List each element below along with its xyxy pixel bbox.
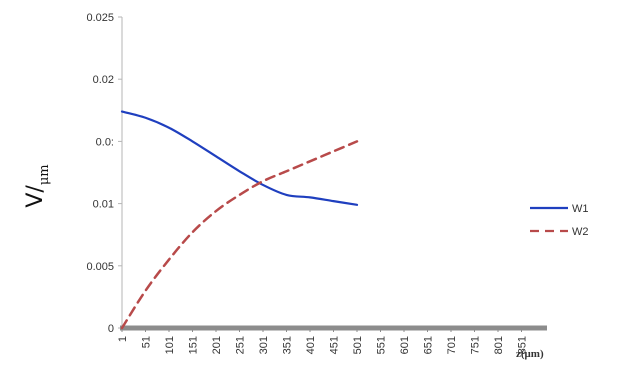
x-tick-label: 451 [329,336,341,354]
y-tick-label: 0.01 [93,199,114,211]
legend-label-w2: W2 [572,226,589,238]
x-tick-label: 1 [117,336,129,342]
y-tick-label: 0.005 [86,261,114,273]
series-line-w1 [120,110,359,206]
y-tick-label: 0.02 [93,74,114,86]
x-tick-label: 501 [352,336,364,354]
x-tick-label: 601 [399,336,411,354]
y-axis-label-subscript: μm [37,164,52,185]
x-tick-label: 251 [235,336,247,354]
y-tick-label: 0.0: [96,136,114,148]
x-tick-label: 201 [211,336,223,354]
y-tick-label: 0 [108,323,114,335]
x-tick-label: 701 [446,336,458,354]
y-tick-label: 0.025 [86,12,114,24]
y-axis-label: V/μm [23,164,52,207]
x-tick-label: 351 [282,336,294,354]
x-tick-label: 851 [517,336,529,354]
series-layer [120,110,359,330]
y-axis-ticks: 0 0.005 0.01 0.0: 0.02 0.025 [86,12,122,335]
x-tick-label: 751 [470,336,482,354]
x-tick-label: 401 [305,336,317,354]
legend-label-w1: W1 [572,203,589,215]
x-tick-label: 301 [258,336,270,354]
x-tick-label: 801 [493,336,505,354]
x-tick-label: 551 [376,336,388,354]
series-line-w2 [120,140,359,330]
y-axis-label-main: V/ [23,185,48,208]
x-axis-ticks: 1 51 101 151 201 251 301 351 401 451 501 551 601 651 7… [117,328,529,354]
x-tick-label: 51 [141,336,153,348]
x-axis-label: z(μm) [516,348,544,360]
legend: W1 W2 [530,203,589,238]
x-tick-label: 151 [188,336,200,354]
x-tick-label: 651 [423,336,435,354]
x-tick-label: 101 [164,336,176,354]
